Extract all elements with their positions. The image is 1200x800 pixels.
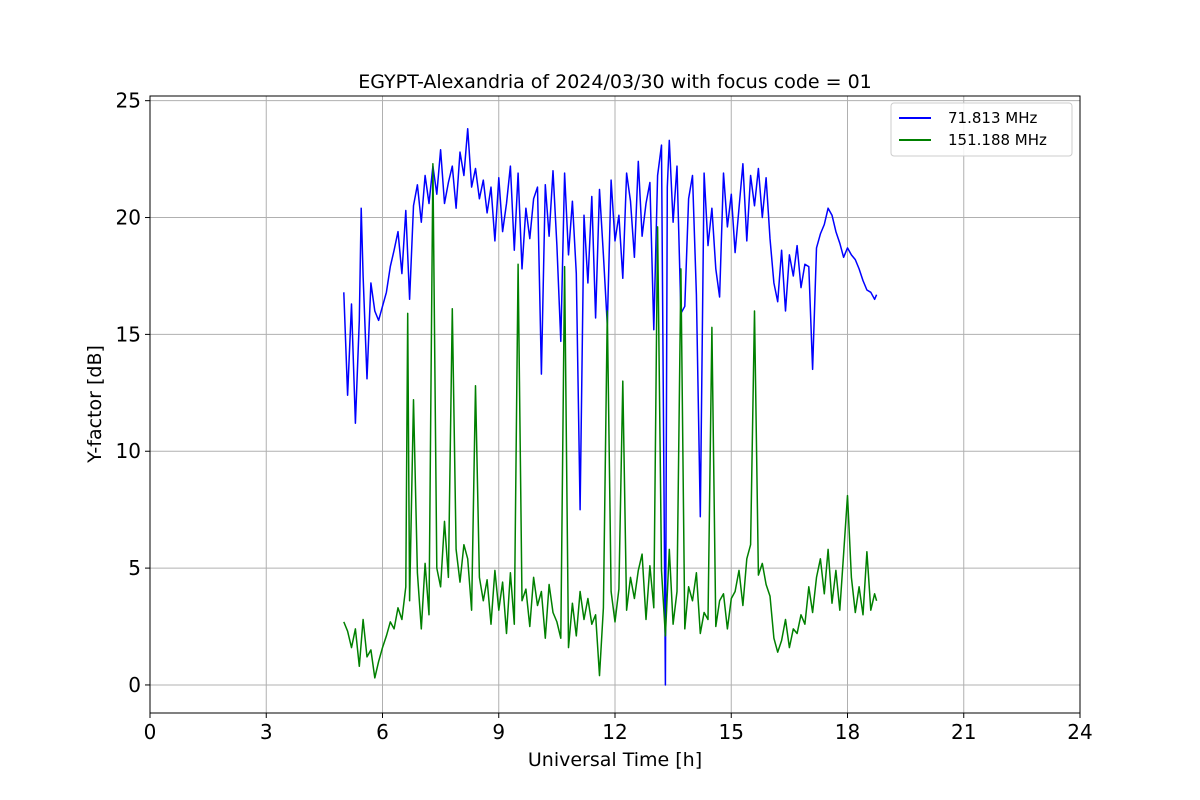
series-line-1 [343, 163, 878, 679]
x-tick-label: 0 [144, 720, 157, 744]
y-tick-label: 0 [128, 673, 141, 697]
legend-box [890, 102, 1073, 157]
y-tick-label: 10 [116, 439, 141, 463]
y-axis-label: Y-factor [dB] [84, 345, 106, 464]
series-group [343, 127, 878, 686]
legend: 71.813 MHz 151.188 MHz [890, 102, 1073, 157]
x-tick-label: 6 [376, 720, 389, 744]
series-line-0 [343, 127, 878, 686]
legend-label-0: 71.813 MHz [948, 109, 1037, 127]
ticks: 0 3 6 9 12 15 18 21 24 0 5 10 15 20 25 [116, 89, 1093, 744]
x-tick-label: 12 [602, 720, 627, 744]
legend-label-1: 151.188 MHz [948, 131, 1047, 149]
x-tick-label: 24 [1067, 720, 1092, 744]
x-tick-label: 15 [719, 720, 744, 744]
x-tick-label: 18 [835, 720, 860, 744]
y-tick-label: 15 [116, 322, 141, 346]
x-tick-label: 21 [951, 720, 976, 744]
y-tick-label: 5 [128, 556, 141, 580]
y-tick-label: 20 [116, 206, 141, 230]
x-axis-label: Universal Time [h] [528, 749, 702, 771]
x-tick-label: 3 [260, 720, 273, 744]
x-tick-label: 9 [492, 720, 505, 744]
y-tick-label: 25 [116, 89, 141, 113]
chart-title: EGYPT-Alexandria of 2024/03/30 with focu… [358, 71, 872, 93]
